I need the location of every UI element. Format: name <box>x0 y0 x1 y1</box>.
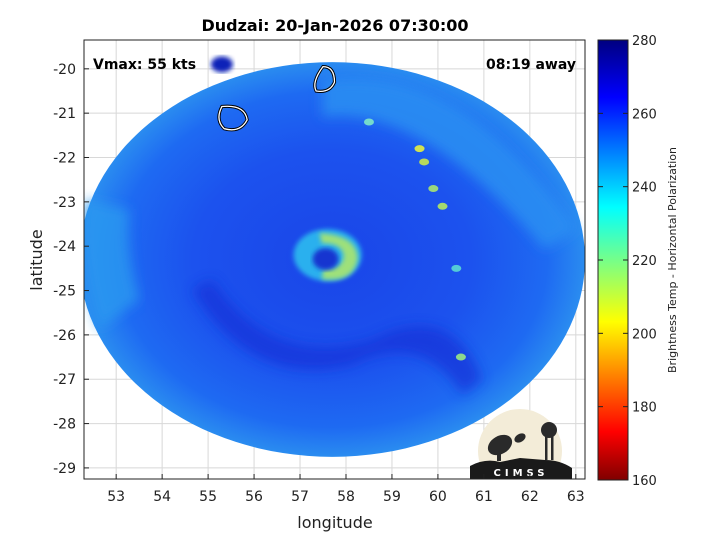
warm-pixel <box>437 202 448 210</box>
y-axis-label: latitude <box>27 229 46 290</box>
y-tick-label: -24 <box>53 239 76 255</box>
x-tick-label: 60 <box>429 489 447 505</box>
y-tick-label: -29 <box>53 461 76 477</box>
outer-band-northeast <box>322 77 577 250</box>
logo-base <box>470 458 572 479</box>
x-axis-label: longitude <box>297 513 372 532</box>
small-dish-icon <box>514 433 526 443</box>
x-tick-label: 53 <box>107 489 125 505</box>
colorbar-label: Brightness Temp - Horizontal Polarizatio… <box>666 147 679 373</box>
inner-band <box>192 279 483 395</box>
y-tick-label: -26 <box>53 328 76 344</box>
warm-pixel <box>428 185 439 193</box>
x-tick-label: 55 <box>199 489 217 505</box>
y-tick-label: -27 <box>53 372 76 388</box>
logo-text: CIMSS <box>494 468 549 479</box>
tower-leg-right <box>551 436 554 460</box>
y-tick-label: -22 <box>53 151 76 167</box>
water-tower-icon <box>541 422 557 438</box>
y-tick-label: -23 <box>53 195 76 211</box>
x-tick-label: 57 <box>291 489 309 505</box>
outer-band-west <box>84 199 140 330</box>
contour-west-inner <box>218 105 248 131</box>
colorbar-tick-label: 240 <box>632 181 657 196</box>
tower-leg-left <box>545 436 548 460</box>
colorbar-tick-label: 200 <box>632 327 657 342</box>
y-tick-label: -28 <box>53 417 76 433</box>
colorbar-tick-label: 160 <box>632 474 657 489</box>
warm-pixel <box>451 264 462 272</box>
vmax-annotation: Vmax: 55 kts <box>93 57 196 73</box>
eye-region <box>293 229 362 282</box>
warm-pixel <box>455 353 466 361</box>
colorbar-tick-label: 220 <box>632 254 657 269</box>
y-tick-label: -21 <box>53 106 76 122</box>
x-tick-label: 59 <box>383 489 401 505</box>
warm-pixel <box>363 118 374 126</box>
dish-mount <box>497 449 501 461</box>
y-axis-ticks: -20 -21 -22 -23 -24 -25 -26 -27 -28 -29 <box>53 62 89 477</box>
y-tick-label: -25 <box>53 284 76 300</box>
cimss-logo: CIMSS <box>470 409 572 479</box>
x-tick-label: 62 <box>521 489 539 505</box>
colorbar-tick-label: 280 <box>632 34 657 49</box>
plot-frame <box>83 39 586 480</box>
colorbar: 160 180 200 220 240 260 280 Brightness Temp - … <box>597 34 679 489</box>
contour-north-inner <box>314 65 336 92</box>
eye <box>312 248 339 271</box>
satellite-dish-icon <box>487 434 513 456</box>
eyewall-warm-arc <box>319 233 358 280</box>
dark-cell-north <box>210 56 233 73</box>
warm-pixel <box>419 158 430 166</box>
x-tick-label: 54 <box>153 489 171 505</box>
colorbar-ticks: 160 180 200 220 240 260 280 <box>598 34 657 489</box>
x-axis-ticks: 53 54 55 56 57 58 59 60 61 62 63 <box>107 474 585 505</box>
x-tick-label: 56 <box>245 489 263 505</box>
x-tick-label: 61 <box>475 489 493 505</box>
warm-pixel <box>414 145 425 153</box>
colorbar-tick-label: 180 <box>632 401 657 416</box>
time-away-annotation: 08:19 away <box>486 57 576 73</box>
chart-title: Dudzai: 20-Jan-2026 07:30:00 <box>201 16 468 35</box>
x-tick-label: 63 <box>567 489 585 505</box>
colorbar-tick-label: 260 <box>632 107 657 122</box>
convective-streak <box>363 118 466 361</box>
y-tick-label: -20 <box>53 62 76 78</box>
x-tick-label: 58 <box>337 489 355 505</box>
brightness-temp-swath <box>84 56 585 457</box>
